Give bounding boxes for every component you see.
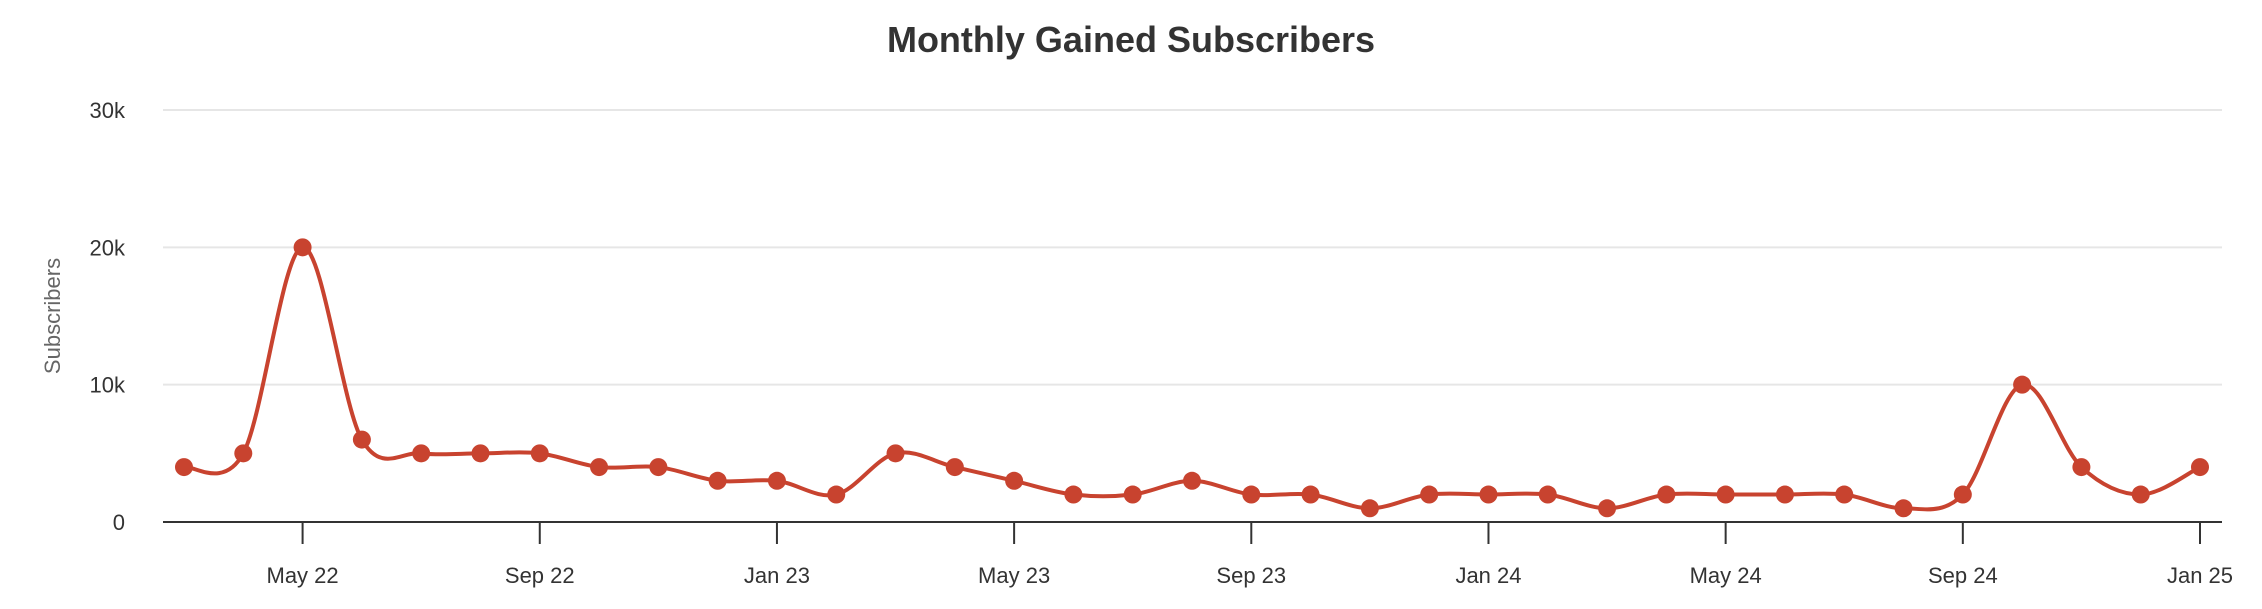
- data-point[interactable]: [886, 444, 905, 463]
- data-point[interactable]: [1775, 485, 1794, 504]
- data-point[interactable]: [590, 458, 609, 477]
- data-point[interactable]: [1301, 485, 1320, 504]
- x-axis-ticks: May 22 Sep 22 Jan 23 May 23 Sep 23 Jan 24 May …: [267, 522, 2233, 588]
- data-point[interactable]: [471, 444, 490, 463]
- data-point[interactable]: [530, 444, 549, 463]
- y-axis-ticks: 0 10k 20k 30k: [90, 98, 126, 535]
- data-point[interactable]: [767, 471, 786, 490]
- x-tick-label: Sep 24: [1928, 563, 1998, 588]
- data-point[interactable]: [293, 238, 312, 257]
- data-point[interactable]: [1657, 485, 1676, 504]
- y-tick-label: 0: [113, 510, 125, 535]
- data-point[interactable]: [1538, 485, 1557, 504]
- x-tick-label: Jan 23: [744, 563, 810, 588]
- x-tick-label: Sep 23: [1216, 563, 1286, 588]
- y-axis-label: Subscribers: [40, 258, 65, 374]
- data-point[interactable]: [649, 458, 668, 477]
- data-point[interactable]: [1005, 471, 1024, 490]
- data-point[interactable]: [1716, 485, 1735, 504]
- data-point[interactable]: [1894, 499, 1913, 518]
- data-point[interactable]: [708, 471, 727, 490]
- x-tick-label: May 23: [978, 563, 1050, 588]
- x-tick-label: Jan 25: [2167, 563, 2233, 588]
- x-tick-label: May 22: [267, 563, 339, 588]
- data-point[interactable]: [2191, 458, 2209, 477]
- data-point[interactable]: [412, 444, 431, 463]
- x-tick-label: Jan 24: [1455, 563, 1521, 588]
- data-point[interactable]: [1242, 485, 1261, 504]
- data-series: [175, 238, 2209, 518]
- series-line: [183, 245, 2201, 512]
- data-point[interactable]: [1183, 471, 1201, 490]
- y-tick-label: 10k: [90, 373, 126, 398]
- data-point[interactable]: [2131, 485, 2150, 504]
- data-point[interactable]: [1835, 485, 1854, 504]
- x-tick-label: May 24: [1690, 563, 1762, 588]
- data-point[interactable]: [1064, 485, 1083, 504]
- data-point[interactable]: [2072, 458, 2091, 477]
- data-point[interactable]: [827, 485, 846, 504]
- grid-lines: [163, 109, 2222, 386]
- data-point[interactable]: [234, 444, 253, 463]
- data-point[interactable]: [1360, 499, 1379, 518]
- data-point[interactable]: [1598, 499, 1617, 518]
- data-point[interactable]: [1123, 485, 1142, 504]
- y-tick-label: 20k: [90, 235, 126, 260]
- data-point[interactable]: [175, 458, 193, 477]
- y-tick-label: 30k: [90, 98, 126, 123]
- x-tick-label: Sep 22: [505, 563, 575, 588]
- chart-title: Monthly Gained Subscribers: [887, 19, 1375, 60]
- data-point[interactable]: [1479, 485, 1498, 504]
- data-point[interactable]: [1953, 485, 1972, 504]
- data-point[interactable]: [945, 458, 964, 477]
- data-point[interactable]: [352, 430, 371, 449]
- data-point[interactable]: [1420, 485, 1439, 504]
- data-point[interactable]: [2013, 375, 2032, 394]
